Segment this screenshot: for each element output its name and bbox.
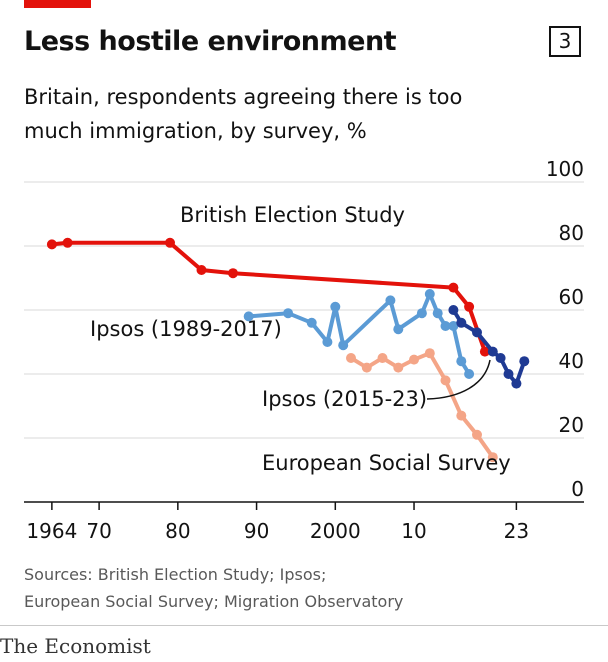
sources-note: Sources: British Election Study; Ipsos; … [24,561,403,615]
series-label: Ipsos (1989-2017) [90,317,282,341]
data-point [46,239,57,250]
data-point [448,282,459,293]
data-point [503,369,514,379]
data-point [456,410,467,421]
x-axis: 1964 70 80 90 2000 10 23 [24,501,584,543]
data-point [456,317,467,328]
data-point [283,308,294,319]
label-leader-line [426,359,491,400]
data-point [393,324,404,335]
y-tick-label: 80 [559,221,584,245]
x-tick-label: 2000 [310,519,361,543]
y-axis-ticks: 0 20 40 60 80 100 [546,157,584,501]
x-tick-label: 1964 [26,519,77,543]
data-point [346,353,356,363]
data-point [338,340,349,351]
data-point [448,321,459,331]
data-point [385,295,396,306]
series-label: British Election Study [180,203,405,227]
data-point [165,237,175,248]
economist-logo: The Economist [0,634,151,658]
sources-line-2: European Social Survey; Migration Observ… [24,592,404,611]
data-point [62,237,73,248]
data-point [519,356,530,367]
x-tick-label: 23 [504,519,529,543]
x-tick-label: 90 [244,519,269,543]
data-point [456,356,467,367]
series-european-social-survey [346,348,498,463]
data-point [487,346,498,357]
data-point [228,268,238,279]
series-line [349,351,495,460]
chart-title: Less hostile environment [24,26,397,57]
series-ipsos-2015-23- [448,305,530,389]
y-tick-label: 60 [559,285,584,309]
y-tick-label: 20 [559,413,584,437]
x-tick-label: 70 [86,519,111,543]
data-point [416,308,427,319]
series-british-election-study [46,237,490,357]
data-point [243,311,254,322]
brand-tag [24,0,91,8]
series-label: European Social Survey [262,451,511,475]
data-point [495,353,506,363]
data-point [361,362,372,373]
data-point [487,452,498,463]
data-point [424,289,435,299]
data-point [479,346,490,357]
data-point [440,375,451,386]
data-point [448,305,459,315]
data-point [472,327,482,338]
data-point [409,354,419,365]
chart-number-badge: 3 [549,26,581,57]
data-point [306,317,317,328]
data-point [330,301,341,312]
y-tick-label: 100 [546,157,584,181]
data-point [393,362,404,373]
data-point [464,369,475,379]
sources-line-1: Sources: British Election Study; Ipsos; [24,565,327,584]
data-point [472,429,482,440]
x-tick-label: 80 [165,519,190,543]
footer-divider [0,625,608,626]
chart-subtitle: Britain, respondents agreeing there is t… [24,85,463,143]
data-point [377,353,388,363]
gridlines [24,181,584,439]
y-tick-label: 40 [559,349,584,373]
series-ipsos-1989-2017- [243,289,475,379]
data-point [196,265,207,275]
data-point [464,301,475,312]
series-lines [46,237,530,463]
data-point [424,348,435,359]
series-label: Ipsos (2015-23) [262,387,427,411]
y-tick-label: 0 [571,477,584,501]
data-point [440,321,451,331]
series-labels: British Election Study Ipsos (1989-2017) I… [90,203,511,475]
data-point [432,308,443,319]
line-chart: 0 20 40 60 80 100 1964 70 80 90 2000 10 23 British … [24,157,584,543]
data-point [511,378,522,389]
x-tick-label: 10 [401,519,426,543]
data-point [322,337,333,347]
